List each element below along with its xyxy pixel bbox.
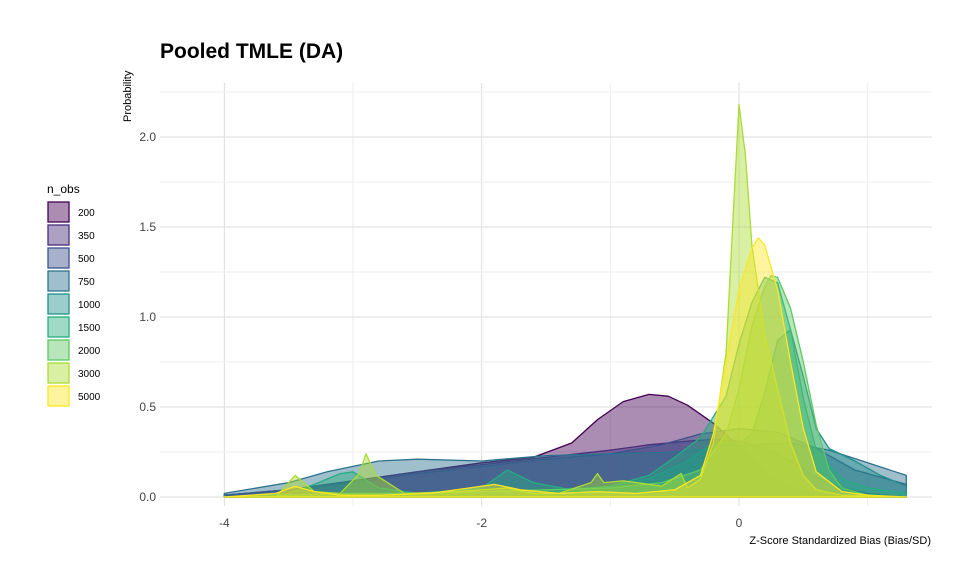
y-axis-label: Probability: [122, 70, 134, 122]
y-tick-label: 1.0: [139, 310, 156, 324]
chart-title: Pooled TMLE (DA): [160, 40, 343, 63]
x-axis-label: Z-Score Standardized Bias (Bias/SD): [749, 535, 931, 547]
x-axis-ticks: -4 -2 0: [219, 516, 743, 530]
legend-swatch-750: [47, 270, 70, 292]
density-750: [223, 442, 907, 498]
legend: n_obs 200 350 500 750 1000 1500 2000 3000 5000: [47, 182, 101, 407]
density-5000: [223, 237, 907, 498]
y-tick-label: 2.0: [139, 130, 156, 144]
legend-label-1000: 1000: [78, 300, 101, 311]
x-tick-label: 0: [736, 516, 743, 530]
legend-label-2000: 2000: [78, 346, 101, 357]
legend-swatch-1500: [47, 316, 70, 338]
y-tick-label: 1.5: [139, 220, 156, 234]
density-series: [223, 103, 907, 498]
y-tick-label: 0.5: [139, 400, 156, 414]
legend-label-5000: 5000: [78, 392, 101, 403]
y-axis-ticks: 0.0 0.5 1.0 1.5 2.0: [139, 130, 156, 504]
x-tick-label: -4: [219, 516, 230, 530]
density-1500: [223, 276, 907, 498]
legend-swatch-2000: [47, 339, 70, 361]
legend-label-200: 200: [78, 208, 95, 219]
legend-label-1500: 1500: [78, 323, 101, 334]
legend-label-500: 500: [78, 254, 95, 265]
legend-label-3000: 3000: [78, 369, 101, 380]
legend-swatch-350: [47, 224, 70, 246]
legend-title: n_obs: [47, 182, 80, 196]
legend-label-350: 350: [78, 231, 95, 242]
legend-swatch-3000: [47, 362, 70, 384]
legend-label-750: 750: [78, 277, 95, 288]
legend-swatch-500: [47, 247, 70, 269]
legend-swatch-1000: [47, 293, 70, 315]
y-tick-label: 0.0: [139, 490, 156, 504]
density-3000: [223, 103, 907, 498]
legend-swatch-200: [47, 201, 70, 223]
legend-swatch-5000: [47, 385, 70, 407]
x-tick-label: -2: [476, 516, 487, 530]
